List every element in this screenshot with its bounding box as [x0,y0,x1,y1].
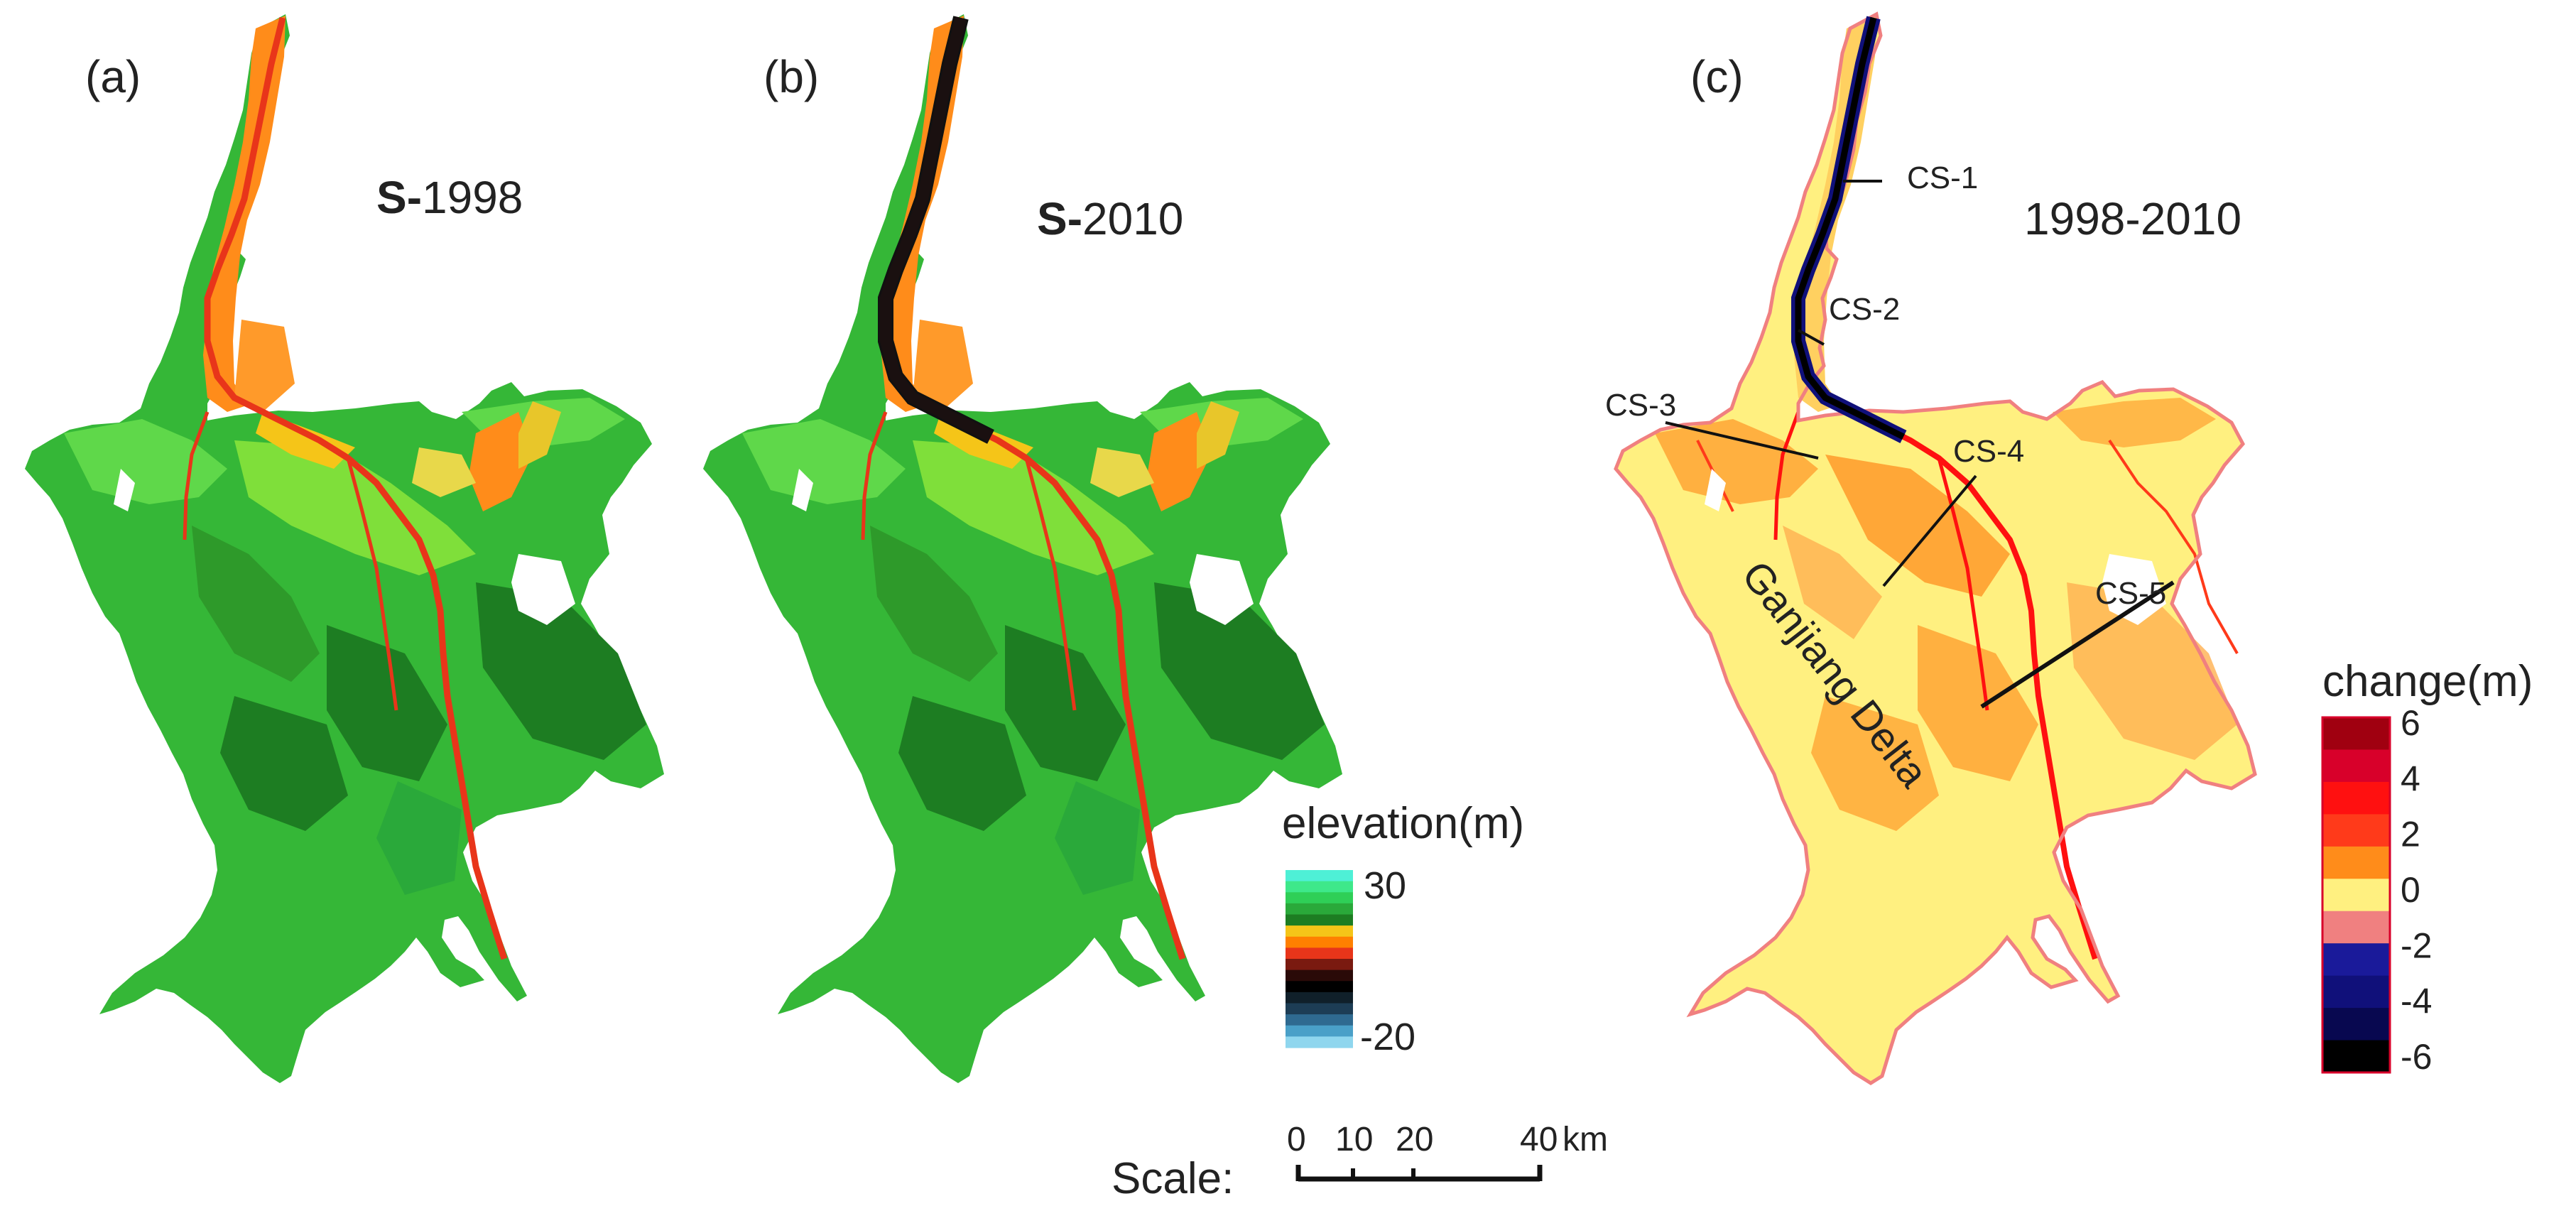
elevation-legend-max: 30 [1364,864,1406,907]
elevation-color-swatch [1286,981,1353,993]
elevation-color-swatch [1286,1003,1353,1015]
change-colorbar-frame [2321,716,2391,1074]
elevation-legend: elevation(m) 30 -20 [1282,799,1524,1058]
change-color-swatch [2322,879,2390,912]
change-tick-label: 2 [2401,815,2420,854]
panel-c-title: 1998-2010 [2024,193,2241,244]
elevation-color-swatch [1286,914,1353,926]
elevation-colorbar [1286,870,1353,1048]
change-tick-label: -6 [2401,1037,2432,1077]
cross-section-label-cs2: CS-2 [1829,292,1900,327]
change-colorbar [2321,716,2391,1074]
change-tick-label: 0 [2401,870,2420,910]
elevation-color-swatch [1286,903,1353,916]
scale-tick-10: 10 [1335,1121,1373,1158]
cross-section-label-cs5: CS-5 [2095,576,2166,611]
elevation-color-swatch [1286,1036,1353,1048]
scale-tick-20: 20 [1396,1121,1433,1158]
elevation-color-swatch [1286,1014,1353,1026]
elevation-color-swatch [1286,969,1353,982]
elevation-color-swatch [1286,925,1353,938]
scale-bar-unit: km [1563,1121,1608,1158]
elevation-color-swatch [1286,1025,1353,1037]
change-color-swatch [2322,717,2390,751]
scale-tick-40: 40 [1520,1121,1558,1158]
panel-c-label: (c) [1690,51,1744,102]
change-tick-label: -2 [2401,925,2432,965]
elevation-color-swatch [1286,892,1353,904]
change-color-swatch [2322,1040,2390,1073]
elevation-color-swatch [1286,936,1353,948]
elevation-color-swatch [1286,992,1353,1004]
change-color-swatch [2322,911,2390,944]
change-color-swatch [2322,846,2390,879]
scale-bar: Scale: 0 10 20 40 km [1112,1121,1608,1203]
change-color-swatch [2322,749,2390,783]
panel-b-title: S-2010 [1037,193,1183,244]
change-tick-labels: 6 4 2 0 -2 -4 -6 [2401,703,2432,1077]
change-color-swatch [2322,781,2390,815]
change-color-swatch [2322,975,2390,1009]
cross-section-label-cs3: CS-3 [1605,388,1676,423]
elevation-legend-title: elevation(m) [1282,799,1524,848]
change-legend-title: change(m) [2322,657,2533,706]
panel-c-map [1616,14,2255,1083]
panel-a: (a) S-1998 [25,14,664,1083]
panel-b: (b) S-2010 [703,14,1342,1083]
scale-tick-0: 0 [1287,1121,1306,1158]
panel-b-label: (b) [763,51,819,102]
elevation-color-swatch [1286,881,1353,893]
change-color-swatch [2322,1008,2390,1041]
panel-a-map [25,14,664,1083]
elevation-color-swatch [1286,959,1353,971]
change-color-swatch [2322,943,2390,977]
change-tick-label: 6 [2401,703,2420,743]
panel-a-title: S-1998 [376,172,523,223]
cross-section-label-cs1: CS-1 [1907,161,1978,195]
panel-b-map [703,14,1342,1083]
elevation-legend-min: -20 [1360,1016,1415,1058]
panel-a-label: (a) [85,51,141,102]
change-legend: change(m) 6 4 2 0 -2 -4 -6 [2321,657,2533,1077]
change-tick-label: -4 [2401,982,2432,1021]
panel-c: (c) 1998-2010 CS-1 CS-2 CS-3 CS-4 CS-5 G… [1605,14,2255,1083]
change-tick-label: 4 [2401,759,2420,798]
elevation-color-swatch [1286,870,1353,882]
change-color-swatch [2322,814,2390,847]
scale-bar-label: Scale: [1112,1154,1234,1203]
elevation-color-swatch [1286,947,1353,960]
cross-section-label-cs4: CS-4 [1953,434,2024,469]
